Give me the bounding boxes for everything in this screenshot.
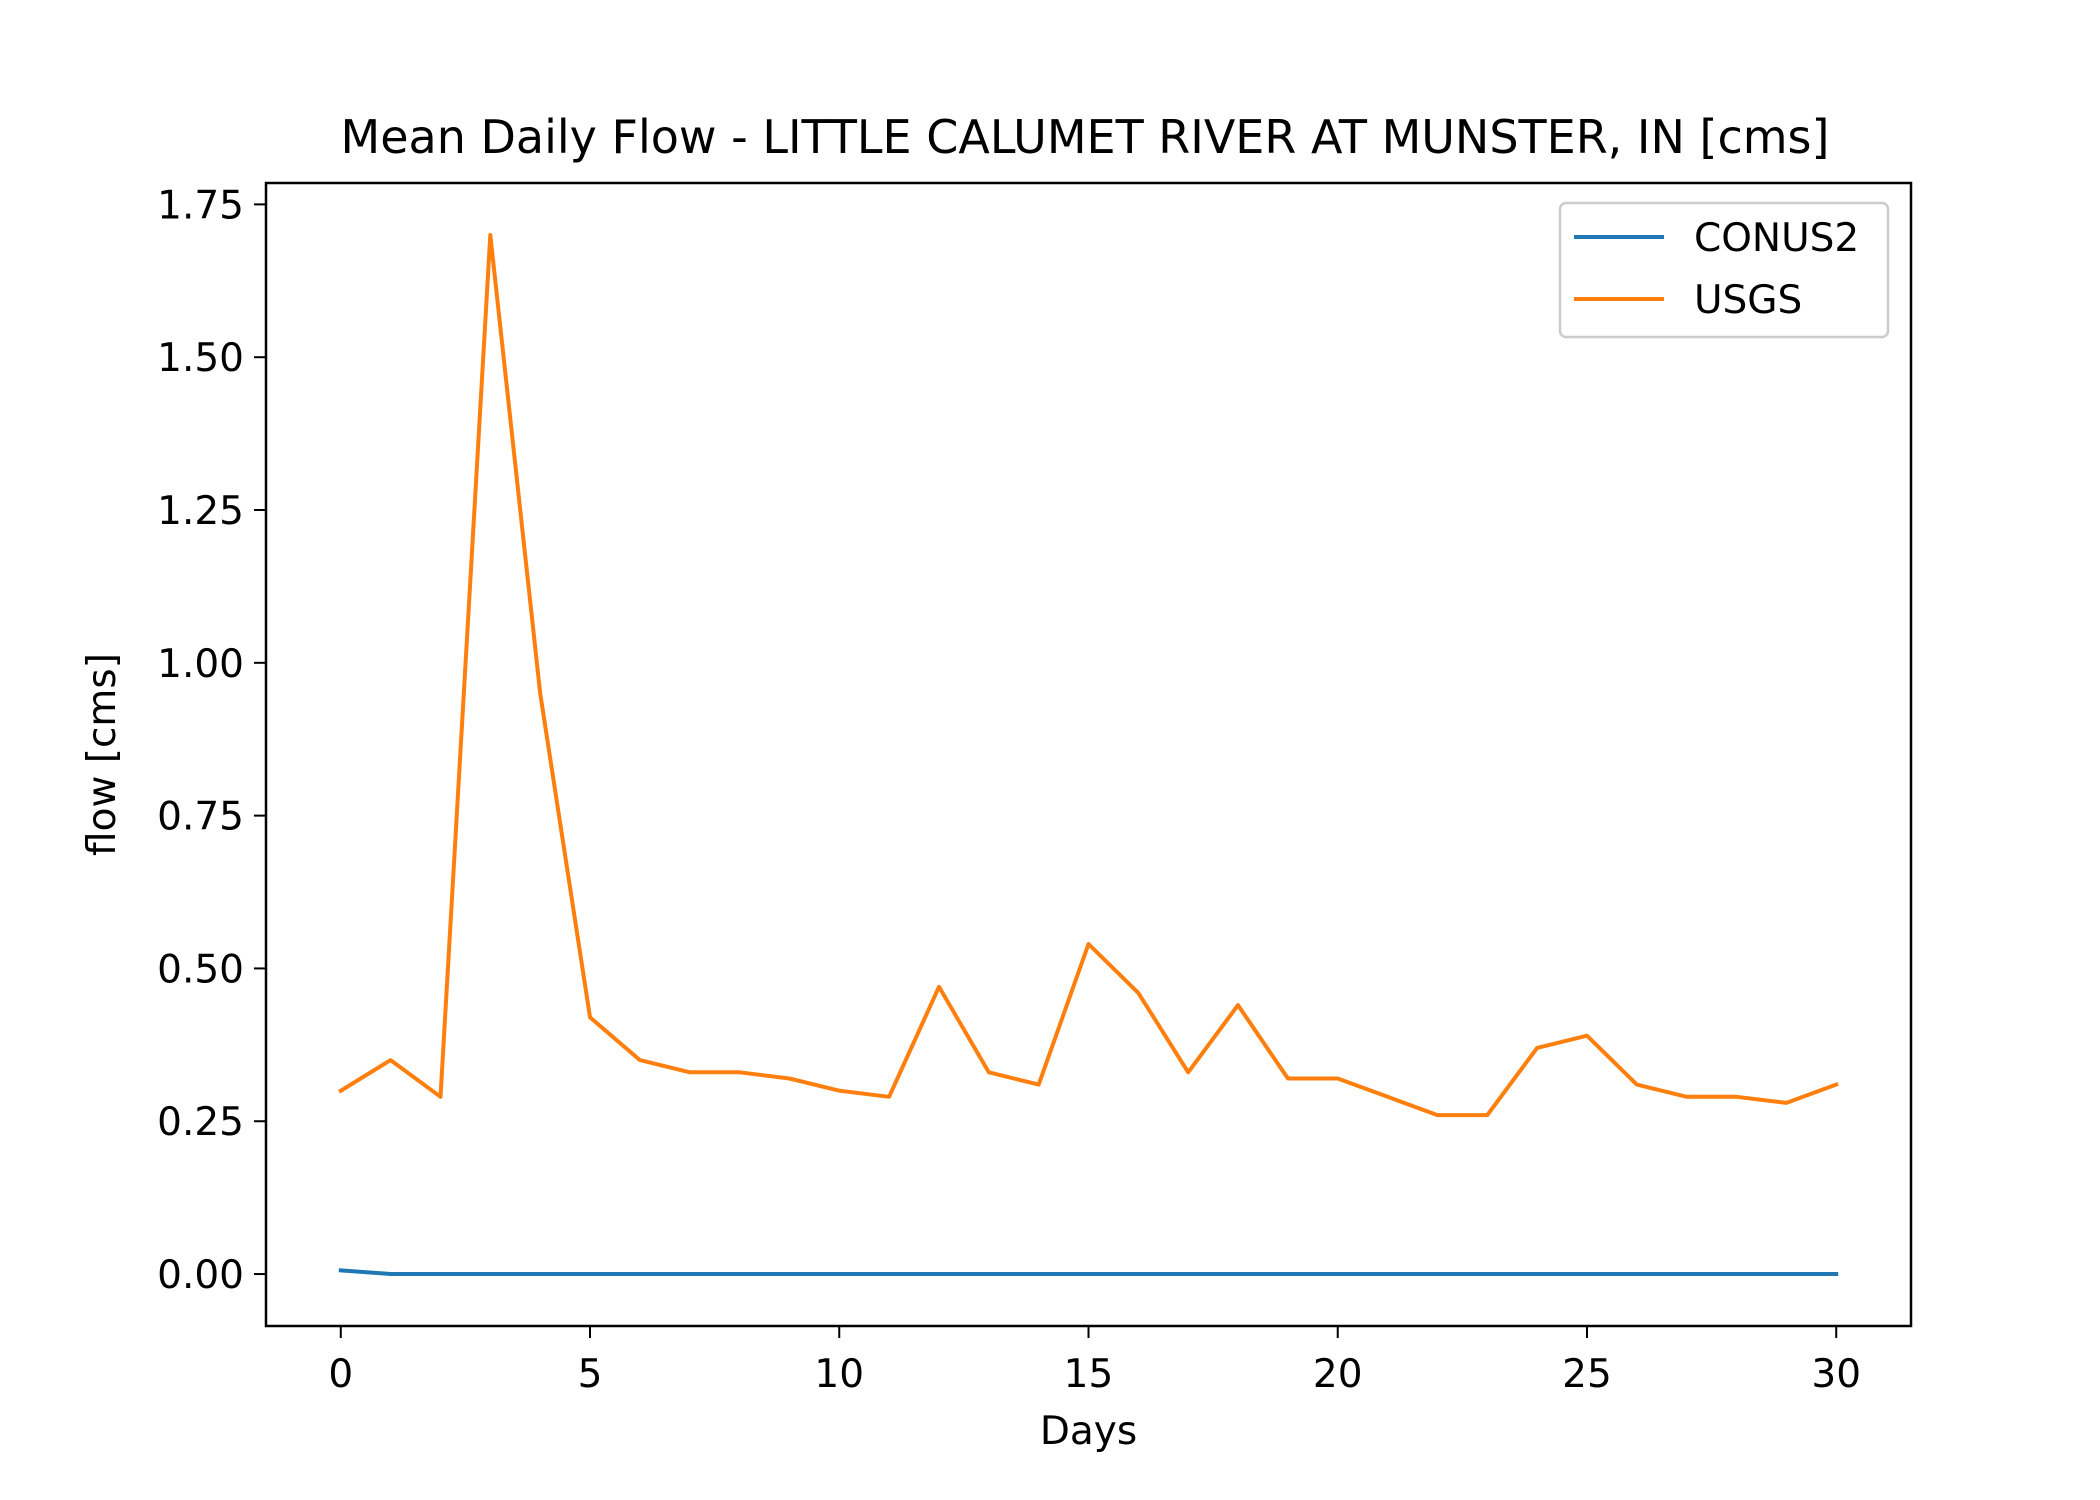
series-line-conus2 [338,1268,1839,1276]
legend-label-conus2: CONUS2 [1694,216,1859,261]
legend-label-usgs: USGS [1694,278,1802,323]
x-tick-label: 10 [814,1352,864,1397]
x-tick-label: 0 [328,1352,353,1397]
series-line-usgs [338,233,1839,1118]
x-tick-label: 30 [1811,1352,1861,1397]
y-tick-label: 1.50 [157,336,244,381]
x-axis-label: Days [1040,1409,1137,1454]
y-tick-label: 0.00 [157,1253,244,1298]
x-tick-label: 5 [578,1352,603,1397]
y-tick-label: 0.25 [157,1100,244,1145]
y-axis: 0.00 0.25 0.50 0.75 1.00 1.25 1.50 1.75 [157,183,266,1298]
y-axis-label: flow [cms] [80,653,125,856]
x-tick-label: 15 [1064,1352,1114,1397]
series-layer [338,233,1839,1276]
x-tick-label: 20 [1313,1352,1363,1397]
y-tick-label: 0.75 [157,795,244,840]
y-tick-label: 1.75 [157,183,244,228]
chart-title: Mean Daily Flow - LITTLE CALUMET RIVER A… [341,110,1830,164]
x-tick-label: 25 [1562,1352,1612,1397]
y-tick-label: 1.00 [157,642,244,687]
y-tick-label: 1.25 [157,489,244,534]
legend: CONUS2 USGS [1558,201,1890,339]
x-axis: 0 5 10 15 20 25 30 [328,1326,1861,1397]
y-tick-label: 0.50 [157,947,244,992]
